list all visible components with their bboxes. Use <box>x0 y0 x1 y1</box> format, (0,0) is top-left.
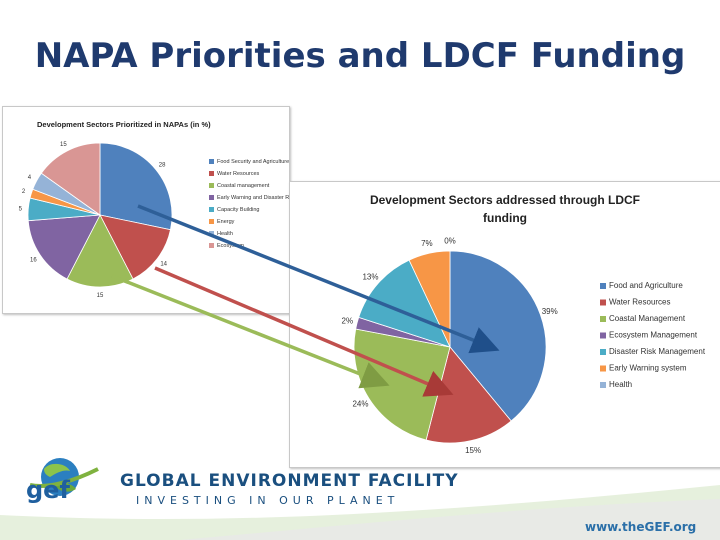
ldcf-label-disaster-risk-management: 13% <box>362 273 378 282</box>
ldcf-legend-swatch-water-resources <box>600 299 606 306</box>
napa-chart-title: Development Sectors Prioritized in NAPAs… <box>37 120 211 129</box>
napa-label-ecosystem: 15 <box>60 142 67 148</box>
napa-legend-label-coastal-management: Coastal management <box>217 183 270 189</box>
napa-slice-food-security-and-agriculture <box>99 142 173 231</box>
ldcf-label-coastal-management: 24% <box>352 399 368 408</box>
ldcf-legend-swatch-ecosystem-management <box>600 332 606 339</box>
napa-legend-label-water-resources: Water Resources <box>217 171 260 177</box>
ldcf-label-water-resources: 15% <box>465 446 481 455</box>
ldcf-label-food-and-agriculture: 39% <box>542 307 558 316</box>
ldcf-chart-panel: Development Sectors addressed through LD… <box>289 181 720 468</box>
napa-legend-swatch-early-warning-and-disaster-risk <box>209 195 214 200</box>
organization-name: GLOBAL ENVIRONMENT FACILITY <box>120 471 459 491</box>
napa-slice-early-warning-and-disaster-risk <box>27 214 101 280</box>
ldcf-pie-chart: Development Sectors addressed through LD… <box>342 193 706 455</box>
napa-chart-panel: Development Sectors Prioritized in NAPAs… <box>2 106 290 314</box>
slide-title: NAPA Priorities and LDCF Funding <box>34 36 686 76</box>
napa-legend-swatch-health <box>209 231 214 236</box>
napa-legend-swatch-capacity-building <box>209 207 214 212</box>
ldcf-label-early-warning-system: 7% <box>421 239 433 248</box>
ldcf-label-health: 0% <box>444 237 456 246</box>
napa-legend-swatch-water-resources <box>209 171 214 176</box>
gef-logo-text: gef <box>26 476 70 504</box>
ldcf-legend-label-food-and-agriculture: Food and Agriculture <box>609 281 683 290</box>
website-link[interactable]: www.theGEF.org <box>585 520 697 534</box>
ldcf-legend-swatch-coastal-management <box>600 316 606 322</box>
napa-legend-label-early-warning-and-disaster-risk: Early Warning and Disaster Risk <box>217 195 289 201</box>
napa-legend-label-food-security-and-agriculture: Food Security and Agriculture <box>217 159 289 165</box>
napa-legend-swatch-food-security-and-agriculture <box>209 159 214 164</box>
ldcf-legend-label-water-resources: Water Resources <box>609 298 671 307</box>
napa-legend-swatch-coastal-management <box>209 183 214 188</box>
tagline: INVESTING IN OUR PLANET <box>136 494 400 507</box>
napa-label-health: 4 <box>28 175 32 181</box>
napa-label-capacity-building: 5 <box>19 207 23 213</box>
ldcf-chart-title-line-2: funding <box>483 211 527 225</box>
ldcf-legend-label-ecosystem-management: Ecosystem Management <box>609 331 698 340</box>
ldcf-legend-swatch-early-warning-system <box>600 365 606 372</box>
gef-globe-icon <box>29 458 99 496</box>
napa-label-early-warning-and-disaster-risk: 16 <box>30 257 37 263</box>
ldcf-legend-label-coastal-management: Coastal Management <box>609 314 686 323</box>
napa-legend-label-ecosystem: Ecosystem <box>217 243 244 249</box>
napa-pie-chart: Development Sectors Prioritized in NAPAs… <box>19 120 289 299</box>
napa-label-coastal-management: 15 <box>97 293 104 299</box>
ldcf-legend-label-early-warning-system: Early Warning system <box>609 364 687 373</box>
ldcf-legend-swatch-health <box>600 382 606 388</box>
napa-label-water-resources: 14 <box>160 261 167 267</box>
footer-swoosh <box>0 485 720 540</box>
napa-label-food-security-and-agriculture: 28 <box>159 163 166 169</box>
napa-slice-ecosystem <box>40 142 101 216</box>
ldcf-legend-swatch-food-and-agriculture <box>600 283 606 289</box>
ldcf-chart-title-line-1: Development Sectors addressed through LD… <box>370 193 640 207</box>
ldcf-legend-swatch-disaster-risk-management <box>600 349 606 355</box>
ldcf-label-ecosystem-management: 2% <box>342 316 354 325</box>
napa-legend-label-capacity-building: Capacity Building <box>217 207 260 213</box>
napa-legend-swatch-energy <box>209 219 214 224</box>
ldcf-legend-label-disaster-risk-management: Disaster Risk Management <box>609 347 706 356</box>
napa-legend-swatch-ecosystem <box>209 243 214 248</box>
ldcf-legend-label-health: Health <box>609 380 632 389</box>
napa-legend-label-health: Health <box>217 231 233 237</box>
napa-label-energy: 2 <box>22 189 26 195</box>
napa-legend-label-energy: Energy <box>217 219 235 225</box>
